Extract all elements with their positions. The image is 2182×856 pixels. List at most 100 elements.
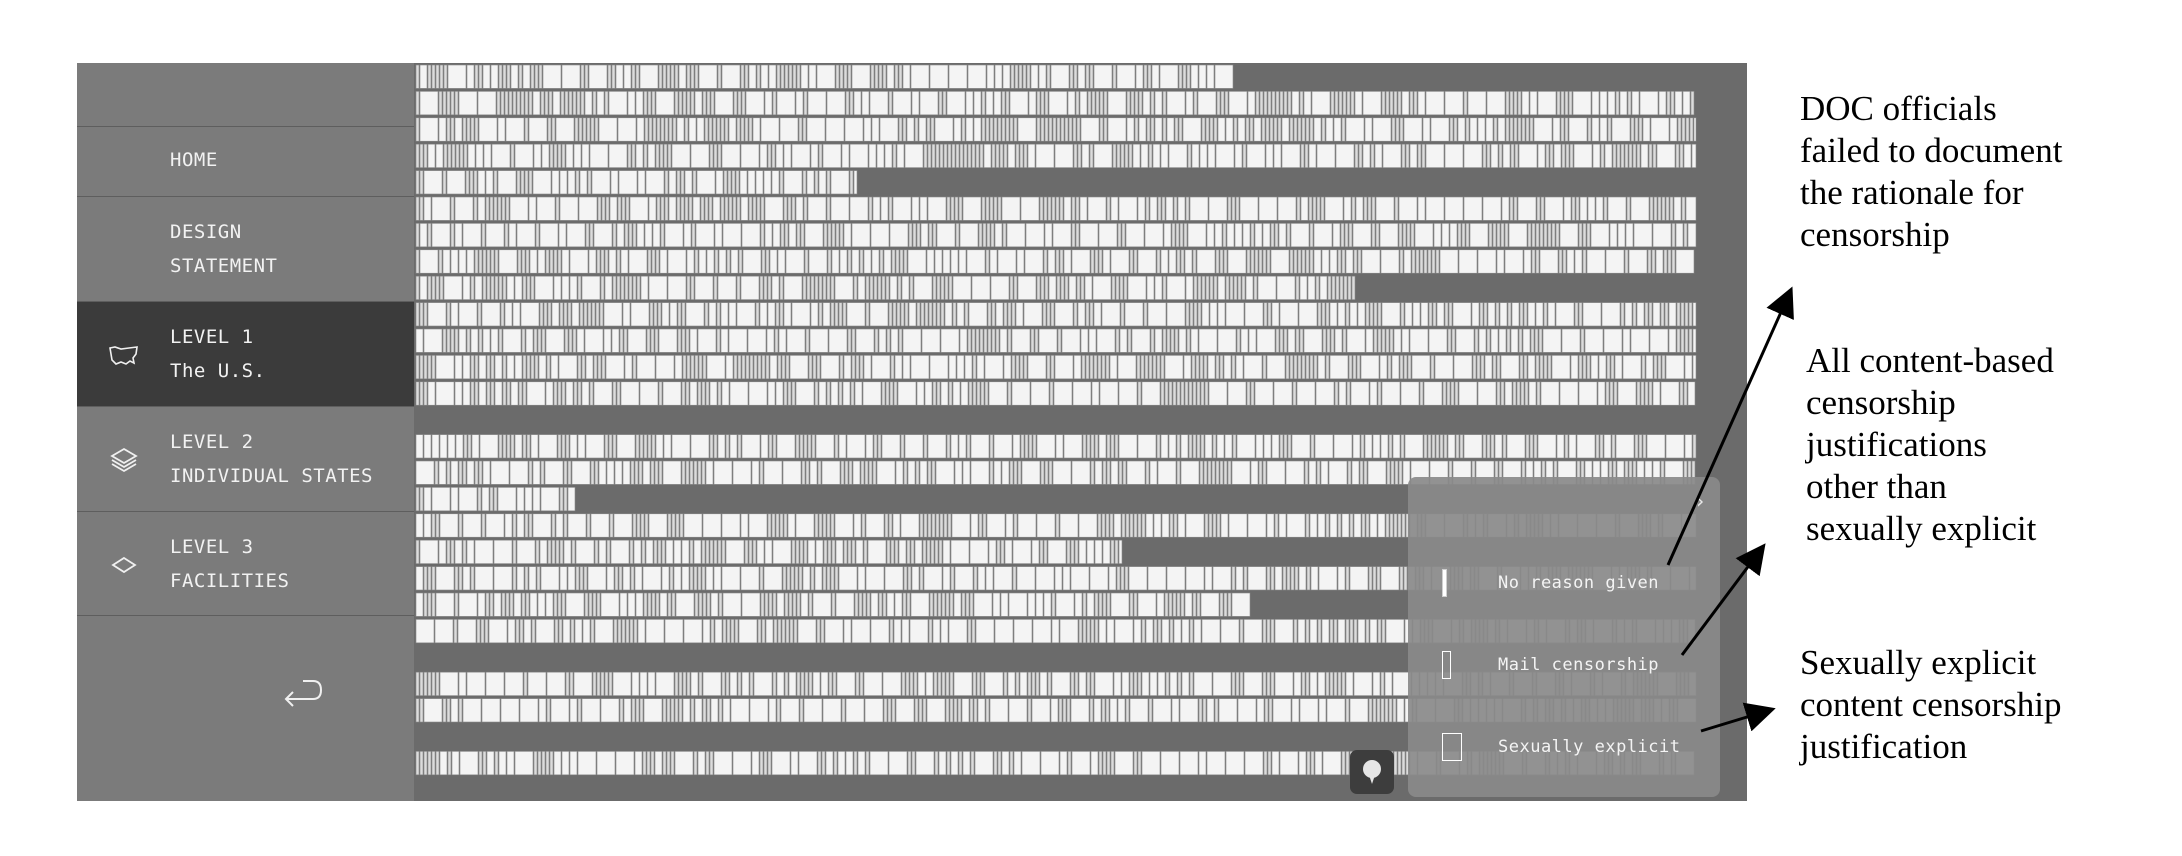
grid-cell — [1399, 117, 1404, 142]
grid-cell — [1305, 513, 1310, 538]
grid-cell — [532, 513, 552, 538]
grid-cell — [1471, 302, 1480, 327]
sidebar-item-level-2[interactable]: LEVEL 2 INDIVIDUAL STATES — [77, 406, 414, 511]
grid-cell — [874, 328, 879, 353]
grid-cell — [1684, 302, 1689, 327]
sidebar-item-design-statement[interactable]: DESIGN STATEMENT — [77, 196, 414, 301]
grid-cell — [1463, 91, 1468, 116]
grid-cell — [815, 434, 835, 459]
grid-cell — [1675, 249, 1695, 274]
grid-cell — [1239, 196, 1259, 221]
grid-cell — [1208, 196, 1228, 221]
grid-cell — [1270, 223, 1275, 248]
censorship-grid-visualization[interactable] — [414, 63, 1747, 801]
return-arrow-icon[interactable] — [273, 671, 325, 711]
grid-cell — [694, 355, 699, 380]
grid-cell — [1370, 143, 1375, 168]
grid-cell — [1342, 91, 1347, 116]
grid-cell — [500, 91, 505, 116]
grid-cell — [1249, 117, 1254, 142]
grid-cell — [423, 513, 432, 538]
grid-cell — [510, 143, 515, 168]
grid-cell — [805, 460, 810, 485]
grid-cell — [853, 170, 858, 195]
grid-cell — [1529, 91, 1538, 116]
grid-cell — [1359, 460, 1364, 485]
grid-cell — [667, 143, 672, 168]
grid-cell — [458, 91, 478, 116]
grid-cell — [1519, 355, 1524, 380]
grid-cell — [795, 434, 800, 459]
grid-cell — [1117, 355, 1137, 380]
layers-icon — [110, 447, 138, 473]
grid-cell — [1404, 434, 1424, 459]
grid-cell — [1192, 249, 1197, 274]
grid-cell — [542, 64, 562, 89]
grid-cell — [660, 196, 665, 221]
grid-cell — [1168, 434, 1177, 459]
grid-cell — [831, 249, 840, 274]
grid-cell — [653, 302, 658, 327]
grid-cell — [571, 302, 580, 327]
grid-cell — [1178, 328, 1187, 353]
grid-cell — [1553, 143, 1562, 168]
grid-cell — [1134, 91, 1139, 116]
grid-cell — [989, 117, 994, 142]
grid-cell — [989, 196, 994, 221]
grid-cell — [470, 355, 475, 380]
grid-cell — [604, 275, 613, 300]
grid-cell — [1030, 64, 1039, 89]
grid-cell — [964, 302, 969, 327]
grid-cell — [838, 434, 847, 459]
grid-cell — [1156, 355, 1161, 380]
grid-cell — [590, 513, 610, 538]
grid-cell — [442, 328, 447, 353]
grid-cell — [761, 249, 766, 274]
grid-cell — [419, 302, 424, 327]
grid-cell — [510, 64, 519, 89]
grid-cell — [419, 196, 424, 221]
grid-cell — [1300, 143, 1305, 168]
grid-cell — [502, 64, 507, 89]
grid-cell — [705, 381, 710, 406]
grid-cell — [702, 355, 707, 380]
grid-cell — [1245, 275, 1254, 300]
grid-cell — [1341, 513, 1350, 538]
grid-cell — [966, 434, 971, 459]
grid-cell — [779, 302, 784, 327]
sidebar-item-level-1[interactable]: LEVEL 1 The U.S. — [77, 301, 414, 406]
grid-cell — [658, 460, 663, 485]
sidebar-item-level-3[interactable]: LEVEL 3 FACILITIES — [77, 511, 414, 616]
grid-cell — [1350, 91, 1355, 116]
grid-cell — [1590, 223, 1610, 248]
sidebar-item-home[interactable]: HOME — [77, 126, 414, 196]
grid-cell — [1444, 196, 1464, 221]
grid-cell — [979, 143, 984, 168]
grid-cell — [419, 539, 439, 564]
grid-cell — [566, 223, 586, 248]
grid-cell — [537, 249, 546, 274]
grid-cell — [1305, 249, 1310, 274]
grid-cell — [720, 117, 725, 142]
grid-cell — [1432, 302, 1437, 327]
grid-cell — [1255, 434, 1264, 459]
grid-cell — [1052, 117, 1057, 142]
grid-cell — [1277, 117, 1282, 142]
grid-cell — [890, 355, 895, 380]
grid-cell — [1092, 275, 1112, 300]
grid-cell — [691, 223, 696, 248]
grid-cell — [709, 143, 714, 168]
grid-cell — [435, 355, 455, 380]
grid-cell — [471, 434, 480, 459]
grid-cell — [1341, 117, 1346, 142]
grid-cell — [1414, 223, 1434, 248]
grid-cell — [895, 460, 904, 485]
grid-cell — [1417, 143, 1422, 168]
grid-cell — [1367, 460, 1387, 485]
grid-cell — [1003, 302, 1008, 327]
grid-cell — [1496, 381, 1501, 406]
grid-cell — [652, 223, 661, 248]
grid-cell — [1669, 196, 1674, 221]
grid-cell — [1676, 302, 1681, 327]
grid-cell — [1337, 302, 1346, 327]
